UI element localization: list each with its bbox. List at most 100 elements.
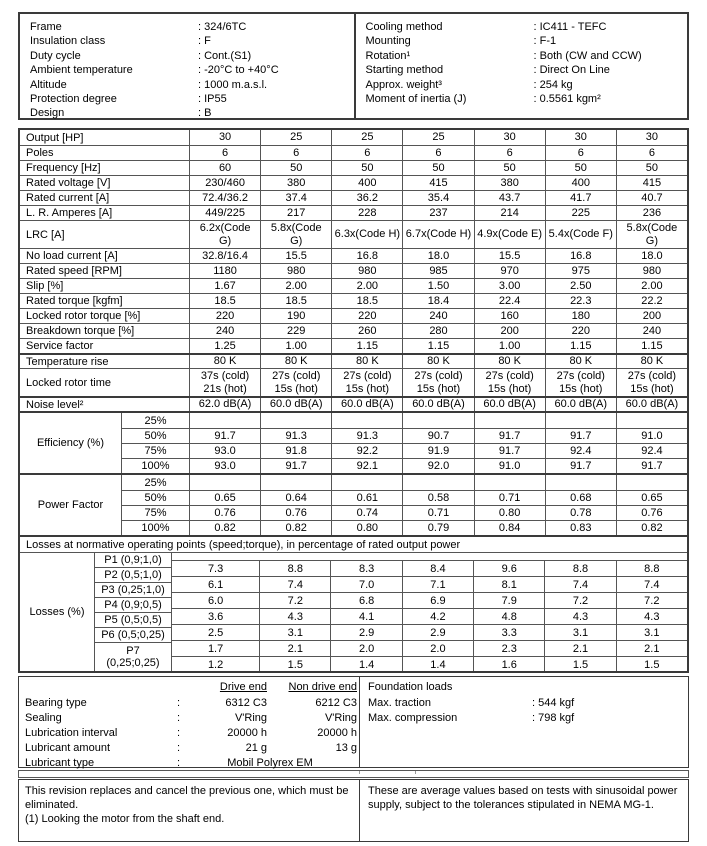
table-cell: 4.3 (615, 609, 687, 624)
table-cell: 36.2 (331, 191, 402, 205)
table-cell: 91.7 (473, 429, 545, 443)
drive-end-header: Drive end (219, 681, 267, 693)
table-cell: 80 K (402, 355, 473, 368)
table-cell: 0.65 (189, 491, 260, 505)
table-row: No load current [A] 32.8/16.4 15.5 16.8 18.0… (20, 248, 687, 263)
foundation-row: Max. compression: 798 kgf (368, 711, 688, 726)
table-cell: 6.2x(Code G) (189, 221, 260, 248)
table-cell: 92.4 (544, 444, 616, 458)
spec-label: Cooling method (365, 21, 443, 33)
table-cell: 229 (260, 324, 331, 338)
table-cell: 380 (260, 176, 331, 190)
load-percent-label: 100% (141, 460, 170, 472)
efficiency-section: Efficiency (%) 25% 50% 91.7 91.3 91.3 90.7 91.… (20, 411, 687, 473)
table-cell: 92.0 (402, 459, 473, 473)
table-cell: 980 (615, 264, 687, 278)
table-cell: 4.2 (401, 609, 473, 624)
table-cell: 8.4 (401, 561, 473, 576)
power-factor-label: Power Factor (20, 475, 122, 535)
table-cell: 2.00 (615, 279, 687, 293)
spec-label: Rotation¹ (365, 49, 411, 62)
bearing-row: Bearing type: 6312 C3 6212 C3 (25, 696, 359, 711)
table-cell: 4.8 (473, 609, 544, 624)
table-cell: 220 (189, 309, 260, 323)
table-cell: 92.2 (331, 444, 402, 458)
table-cell: 25 (260, 130, 331, 145)
losses-row: 6.0 7.2 6.8 6.9 7.9 7.2 7.2 (172, 592, 687, 608)
table-cell: 27s (cold) 15s (hot) (544, 369, 616, 396)
grid-tick (359, 771, 360, 774)
table-cell: 0.82 (615, 521, 687, 535)
table-cell: 0.65 (615, 491, 687, 505)
loss-point-label: P2 (0,5;1,0) (94, 568, 172, 583)
notes-box: This revision replaces and cancel the pr… (18, 779, 689, 842)
loss-point-label: P7 (0,25;0,25) (94, 643, 172, 671)
row-label: Slip [%] (26, 280, 64, 292)
table-cell: 180 (544, 309, 616, 323)
spec-label: Design (30, 107, 65, 120)
spec-row: Insulation class: F (30, 34, 354, 48)
foundation-section: Foundation loads Max. traction: 544 kgf M… (359, 677, 688, 767)
loss-point-label: P6 (0,5;0,25) (94, 628, 172, 643)
lubricant-type-row: Lubricant type : Mobil Polyrex EM (25, 756, 359, 771)
table-cell: 0.78 (544, 506, 616, 520)
row-label: Rated speed [RPM] (26, 265, 122, 277)
bearing-row: Lubrication interval: 20000 h 20000 h (25, 726, 359, 741)
table-cell: 60.0 dB(A) (331, 398, 402, 411)
load-percent-label: 50% (144, 430, 167, 442)
table-cell: 91.9 (402, 444, 473, 458)
table-row: Locked rotor torque [%] 220 190 220 240 160 18… (20, 308, 687, 323)
table-row: L. R. Amperes [A] 449/225 217 228 237 214 225 2… (20, 205, 687, 220)
table-cell: 43.7 (473, 191, 545, 205)
table-cell (473, 475, 545, 490)
table-cell: 0.82 (260, 521, 331, 535)
table-cell: 2.0 (330, 641, 401, 656)
colon: : (177, 757, 181, 769)
table-row: Rated torque [kgfm] 18.5 18.5 18.5 18.4 22.4 2… (20, 293, 687, 308)
table-cell: 220 (331, 309, 402, 323)
spec-row: Frame: 324/6TC (30, 20, 354, 34)
row-label: Rated torque [kgfm] (26, 295, 123, 307)
table-cell: 18.5 (331, 294, 402, 308)
grid-tick (415, 771, 416, 774)
table-cell: 50 (331, 161, 402, 175)
table-cell: 25 (331, 130, 402, 145)
table-cell: 91.7 (260, 459, 331, 473)
table-cell: 8.1 (473, 577, 544, 592)
table-cell: 16.8 (331, 249, 402, 263)
table-cell: 15.5 (473, 249, 545, 263)
table-cell: 93.0 (189, 444, 260, 458)
table-row: Noise level² 62.0 dB(A) 60.0 dB(A) 60.0 dB(… (20, 396, 687, 411)
table-cell: 3.3 (473, 625, 544, 640)
table-cell: 0.76 (189, 506, 260, 520)
non-drive-end-value: 13 g (335, 742, 357, 754)
table-cell: 25 (402, 130, 473, 145)
table-cell: 1.4 (401, 657, 473, 671)
table-cell: 200 (615, 309, 687, 323)
table-cell: 5.8x(Code G) (260, 221, 331, 248)
table-cell: 1180 (189, 264, 260, 278)
table-cell: 18.5 (189, 294, 260, 308)
drive-end-value: V'Ring (234, 712, 267, 724)
row-label: No load current [A] (26, 250, 118, 262)
table-cell: 41.7 (544, 191, 616, 205)
table-cell: 3.1 (259, 625, 330, 640)
table-cell: 0.74 (331, 506, 402, 520)
spec-value: : 324/6TC (198, 21, 247, 33)
table-cell: 8.8 (259, 561, 330, 576)
table-cell: 1.5 (544, 657, 615, 671)
non-drive-end-header: Non drive end (288, 681, 358, 693)
colon: : (177, 727, 181, 739)
table-cell: 16.8 (544, 249, 616, 263)
table-cell: 7.0 (330, 577, 401, 592)
table-cell: 27s (cold) 15s (hot) (402, 369, 473, 396)
table-cell: 975 (544, 264, 616, 278)
table-cell: 280 (402, 324, 473, 338)
table-cell: 240 (615, 324, 687, 338)
table-cell (402, 413, 473, 428)
table-cell (473, 413, 545, 428)
table-cell: 7.3 (207, 562, 224, 575)
load-percent-label: 25% (144, 414, 167, 427)
bearing-header-spacer (25, 679, 183, 696)
